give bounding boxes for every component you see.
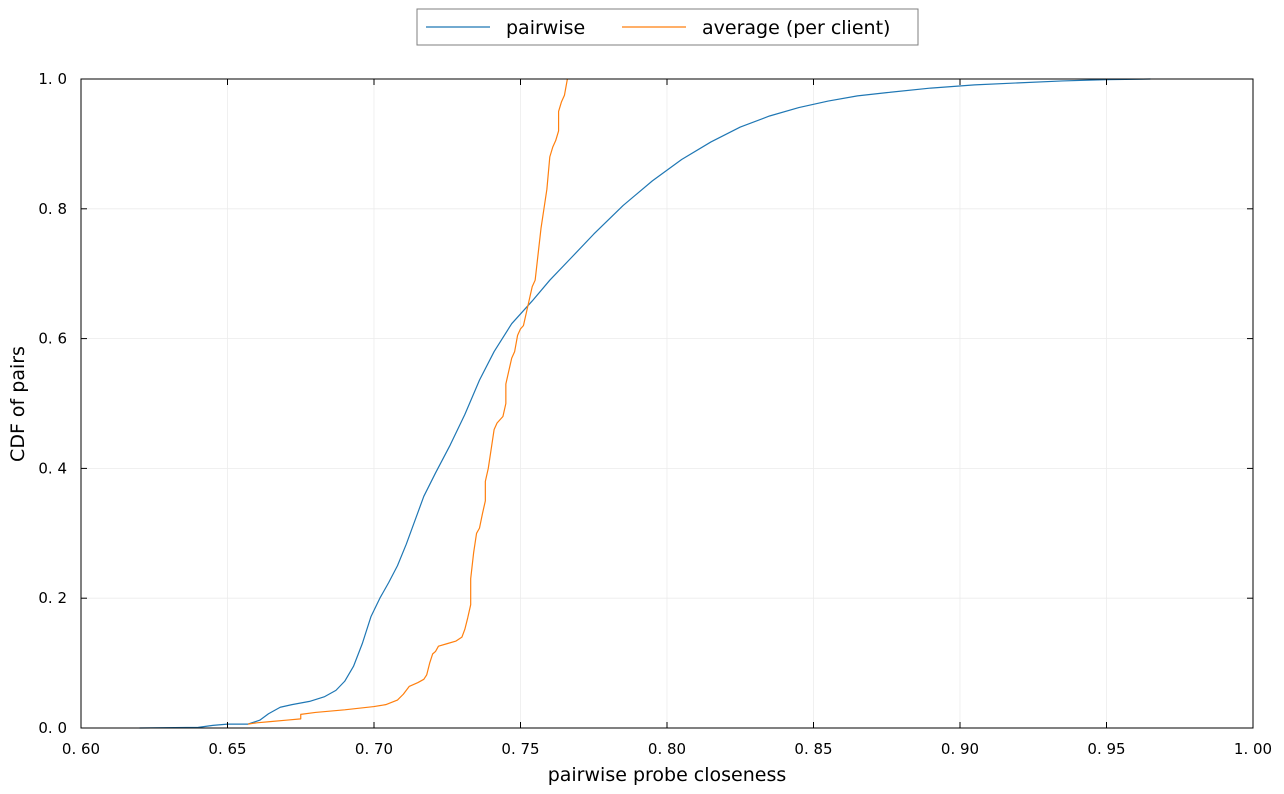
x-tick-label: 0. 70 xyxy=(355,740,393,758)
x-axis-title: pairwise probe closeness xyxy=(548,764,787,786)
x-tick-label: 1. 00 xyxy=(1234,740,1272,758)
y-tick-label: 0. 4 xyxy=(38,459,67,477)
x-tick-label: 0. 95 xyxy=(1087,740,1125,758)
tick-marks xyxy=(80,78,1254,729)
y-tick-label: 0. 6 xyxy=(38,330,67,348)
x-tick-label: 0. 80 xyxy=(648,740,686,758)
series-lines xyxy=(139,78,1151,729)
y-tick-label: 1. 0 xyxy=(38,70,67,88)
y-tick-label: 0. 0 xyxy=(38,719,67,737)
x-tick-label: 0. 60 xyxy=(62,740,100,758)
y-tick-label: 0. 2 xyxy=(38,589,67,607)
y-tick-label: 0. 8 xyxy=(38,200,67,218)
legend: pairwise average (per client) xyxy=(416,8,919,46)
series-line-average-per-client xyxy=(247,78,568,725)
x-tick-label: 0. 65 xyxy=(208,740,246,758)
x-tick-label: 0. 85 xyxy=(794,740,832,758)
x-tick-label: 0. 75 xyxy=(501,740,539,758)
grid-lines xyxy=(81,79,1253,728)
y-axis-title: CDF of pairs xyxy=(7,346,29,462)
legend-label-average-per-client: average (per client) xyxy=(702,17,890,39)
series-line-pairwise xyxy=(139,78,1151,729)
tick-labels: 0. 60 0. 65 0. 70 0. 75 0. 80 0. 85 0. 90 0. 95… xyxy=(38,70,1272,758)
legend-label-pairwise: pairwise xyxy=(506,17,585,39)
x-tick-label: 0. 90 xyxy=(941,740,979,758)
